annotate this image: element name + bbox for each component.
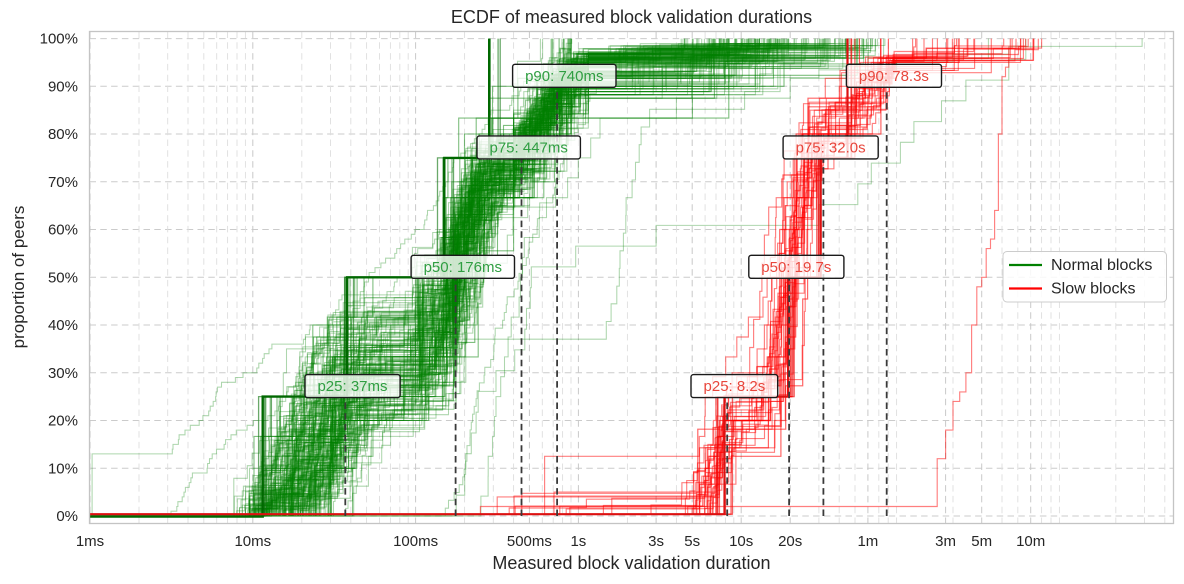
- svg-text:50%: 50%: [48, 269, 78, 286]
- svg-text:p75: 447ms: p75: 447ms: [490, 139, 568, 156]
- svg-text:Normal blocks: Normal blocks: [1051, 257, 1152, 274]
- svg-text:5m: 5m: [971, 533, 992, 550]
- svg-text:80%: 80%: [48, 126, 78, 143]
- svg-text:proportion of peers: proportion of peers: [9, 206, 28, 349]
- svg-text:Measured block validation dura: Measured block validation duration: [492, 553, 770, 573]
- svg-text:20%: 20%: [48, 413, 78, 430]
- svg-text:20s: 20s: [778, 533, 802, 550]
- svg-text:3s: 3s: [648, 533, 664, 550]
- svg-text:90%: 90%: [48, 78, 78, 95]
- svg-text:70%: 70%: [48, 174, 78, 191]
- svg-text:0%: 0%: [56, 508, 78, 525]
- svg-text:p90: 740ms: p90: 740ms: [525, 68, 603, 85]
- svg-text:40%: 40%: [48, 317, 78, 334]
- svg-text:ECDF of measured block validat: ECDF of measured block validation durati…: [451, 7, 812, 27]
- svg-text:Slow blocks: Slow blocks: [1051, 281, 1135, 298]
- svg-text:p25: 37ms: p25: 37ms: [317, 378, 387, 395]
- svg-text:100%: 100%: [40, 31, 78, 48]
- svg-text:1ms: 1ms: [76, 533, 104, 550]
- svg-text:100ms: 100ms: [393, 533, 438, 550]
- svg-text:p50: 19.7s: p50: 19.7s: [761, 259, 831, 276]
- svg-text:p25: 8.2s: p25: 8.2s: [704, 378, 766, 395]
- svg-text:p75: 32.0s: p75: 32.0s: [796, 139, 866, 156]
- svg-text:p50: 176ms: p50: 176ms: [424, 259, 502, 276]
- svg-text:1m: 1m: [857, 533, 878, 550]
- svg-text:p90: 78.3s: p90: 78.3s: [859, 68, 929, 85]
- svg-text:500ms: 500ms: [507, 533, 552, 550]
- svg-text:10m: 10m: [1016, 533, 1045, 550]
- svg-text:3m: 3m: [935, 533, 956, 550]
- svg-text:1s: 1s: [570, 533, 586, 550]
- svg-text:60%: 60%: [48, 222, 78, 239]
- svg-text:10%: 10%: [48, 460, 78, 477]
- svg-text:10s: 10s: [729, 533, 753, 550]
- svg-text:10ms: 10ms: [234, 533, 271, 550]
- svg-text:5s: 5s: [684, 533, 700, 550]
- svg-text:30%: 30%: [48, 365, 78, 382]
